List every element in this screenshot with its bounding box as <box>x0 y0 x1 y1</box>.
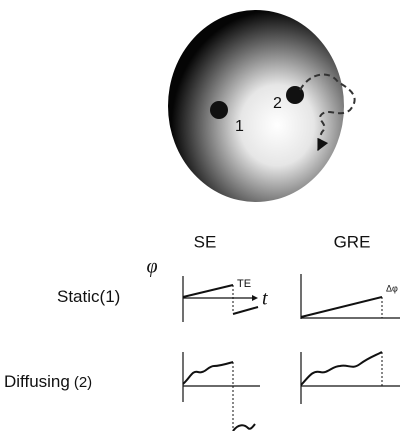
ellipse <box>168 10 344 202</box>
particle-label: 2 <box>273 95 282 112</box>
axis <box>183 352 260 402</box>
delta-label: Δφ <box>386 283 398 293</box>
signal <box>233 424 255 431</box>
axis <box>301 274 400 319</box>
signal <box>233 307 258 314</box>
row-number: (1) <box>100 287 121 306</box>
axis <box>301 352 400 404</box>
row-name: Static <box>57 287 100 306</box>
row-name: Diffusing <box>4 372 70 391</box>
row-label: Diffusing(2) <box>4 372 92 391</box>
row-number: (2) <box>74 374 92 391</box>
signal <box>183 362 233 384</box>
signal <box>301 352 382 385</box>
x-axis-label: t <box>262 288 268 310</box>
particle-1 <box>210 101 228 119</box>
particle-label: 1 <box>235 118 244 135</box>
column-label: SE <box>194 232 217 251</box>
y-axis-label: φ <box>146 256 157 278</box>
row-label: Static(1) <box>57 287 120 306</box>
signal <box>301 297 382 317</box>
diagram: 1 2 SE GRE φ Static(1) Diffusing(2) TE t… <box>0 0 404 431</box>
signal <box>183 285 233 297</box>
te-label: TE <box>237 278 251 290</box>
column-label: GRE <box>334 232 371 251</box>
arrow <box>252 295 258 301</box>
